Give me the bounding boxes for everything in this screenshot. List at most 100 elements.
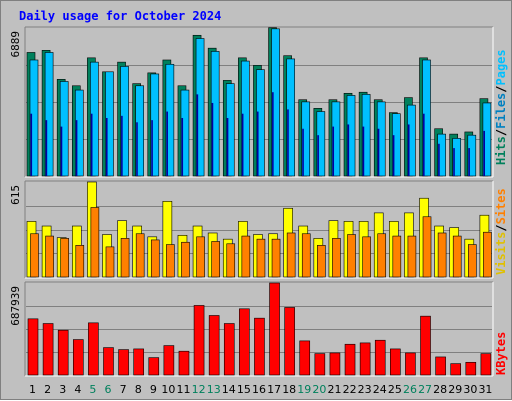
legend-visits-sites-item: / [494,224,508,231]
sites-bar [196,236,205,278]
files-bar [392,113,401,177]
day-label: 29 [448,383,462,396]
kbytes-bar [103,347,114,376]
files-bar [225,83,235,177]
day-label: 13 [207,383,221,396]
pages-bar [483,130,486,176]
files-bar [301,101,311,177]
kbytes-bar [239,308,250,376]
pages-bar [241,113,244,176]
files-bar [331,101,341,177]
day-label: 10 [161,383,175,396]
day-label: 6 [105,383,112,396]
kbytes-bar [208,315,220,376]
day-label: 4 [74,383,81,396]
kbytes-bar [269,282,280,376]
kbytes-bar [118,349,129,376]
kbytes-bar [133,348,144,376]
pages-bar [166,111,168,176]
kbytes-bar [480,353,492,376]
pages-bar [438,143,440,176]
pages-bar [30,113,33,176]
files-bar [44,52,54,177]
chart-title: Daily usage for October 2024 [19,9,221,23]
kbytes-bar [450,363,462,376]
pages-bar [181,117,184,176]
day-label: 8 [135,383,142,396]
day-label: 25 [388,383,402,396]
kbytes-bar [359,342,371,376]
files-bar [59,81,69,177]
files-bar [241,60,250,177]
sites-bar [135,233,145,278]
sites-bar [362,236,371,278]
day-label: 28 [433,383,447,396]
pages-bar [151,120,153,176]
files-bar [135,85,144,177]
kbytes-bar [254,317,265,376]
kbytes-bar [88,322,99,376]
files-bar [422,59,431,177]
legend-hits-files-pages-item: Pages [494,49,508,85]
kbytes-bar [374,339,386,376]
pages-bar [45,120,48,176]
day-label: 1 [29,383,36,396]
legend-hits-files-pages-item: / [494,129,508,136]
files-bar [74,89,84,177]
day-label: 20 [312,383,326,396]
legend-visits-sites-item: Visits [494,232,508,275]
pages-bar [423,113,425,176]
sites-bar [271,238,281,278]
sites-bar [468,244,477,278]
day-label: 19 [297,383,311,396]
pages-bar [453,148,455,176]
day-label: 16 [252,383,266,396]
day-label: 18 [282,383,296,396]
pages-bar [317,135,319,176]
pages-bar [332,126,335,176]
day-label: 5 [89,383,96,396]
sites-bar [226,243,236,278]
pages-bar [287,109,289,176]
files-bar [437,133,446,177]
pages-bar [105,117,108,176]
day-label: 9 [150,383,157,396]
files-bar [346,95,356,177]
sites-bar [317,245,326,278]
files-bar [90,61,99,177]
sites-bar [286,232,296,278]
sites-bar [377,233,387,278]
day-label: 7 [120,383,127,396]
day-label: 21 [327,383,341,396]
day-label: 15 [237,383,251,396]
sites-bar [166,244,175,278]
sites-bar [332,238,341,278]
legend-hits-files-pages-item: Files [494,93,508,129]
files-bar [467,134,477,177]
sites-bar [437,232,447,278]
day-label: 14 [222,383,236,396]
day-label: 27 [418,383,432,396]
files-bar [180,89,190,177]
files-bar [376,101,386,177]
kbytes-bar [42,323,54,376]
pages-bar [211,102,214,176]
files-bar [195,38,205,177]
kbytes-bar [284,307,295,376]
kbytes-bar [57,329,69,376]
sites-bar [422,216,432,278]
sites-bar [90,207,100,278]
legend-hits-files-pages-item: / [494,86,508,93]
kbytes-bar [193,305,205,376]
files-bar [407,104,416,177]
pages-bar [272,92,274,176]
legend-hits-files-pages: Hits/Files/Pages [494,49,508,165]
pages-bar [60,126,63,176]
files-bar [256,69,265,177]
files-bar [361,94,371,177]
sites-bar [407,235,417,278]
files-bar [120,66,129,177]
legend-visits-sites: Visits/Sites [494,188,508,275]
sites-bar [211,241,220,278]
